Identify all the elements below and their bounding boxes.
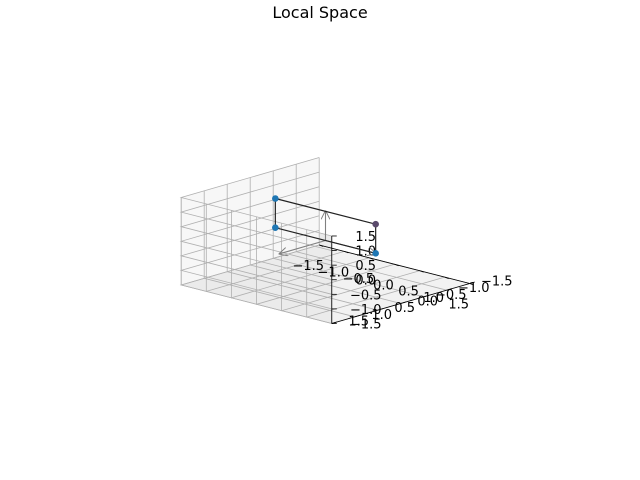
axis-arrow-y (280, 239, 326, 254)
y-tick (377, 308, 383, 311)
gridline-z (179, 157, 332, 237)
x-tick (319, 244, 324, 247)
chart-axes (319, 235, 475, 324)
data-points (272, 195, 379, 257)
x-tick-label: −1.5 (292, 259, 324, 274)
y-tick-label: 1.5 (348, 314, 369, 329)
x-tick-label: 1.5 (448, 298, 469, 313)
z-tick-label: 1.5 (355, 230, 376, 245)
y-tick (469, 281, 475, 284)
data-point (372, 220, 379, 228)
x-tick (469, 283, 474, 286)
z-tick-label: −1.0 (350, 303, 382, 318)
x-tick (444, 276, 449, 279)
z-tick-label: 0.0 (355, 274, 376, 289)
chart-title: Local Space (272, 3, 367, 22)
point-edge (275, 197, 376, 225)
point-edges (274, 197, 377, 254)
x-tick-label: −0.5 (343, 272, 375, 287)
point-edge (275, 227, 376, 254)
data-point (272, 195, 279, 202)
y-tick-label: −0.5 (435, 288, 467, 303)
y-tick-label: −1.5 (481, 275, 513, 290)
gridline-y (203, 190, 355, 318)
chart-tick-labels: −1.5−1.5−1.5−1.0−1.0−1.0−0.5−0.5−0.50.00… (292, 230, 512, 333)
z-tick-label: 0.5 (355, 259, 376, 274)
x-tick-label: −1.0 (318, 265, 350, 280)
y-tick (354, 314, 360, 318)
gridline-y (180, 197, 332, 324)
x-tick-label: 0.0 (373, 278, 394, 293)
y-tick (400, 301, 406, 304)
data-point (372, 250, 379, 257)
y-tick-label: 0.5 (394, 301, 415, 316)
x-tick-label: 0.5 (398, 285, 419, 300)
x-tick (369, 257, 374, 260)
y-tick-label: 0.0 (417, 295, 438, 310)
y-tick (331, 321, 337, 324)
y-tick-label: 1.0 (371, 308, 392, 323)
y-tick (446, 288, 452, 291)
y-tick (423, 294, 429, 298)
x-tick-label: 1.0 (423, 291, 444, 306)
z-tick-label: −0.5 (350, 288, 382, 303)
x-tick (419, 270, 424, 273)
y-tick-label: −1.0 (458, 281, 490, 296)
x-tick (394, 263, 399, 267)
data-point (272, 224, 279, 231)
z-tick-label: −1.5 (350, 317, 382, 332)
x-tick (344, 251, 349, 254)
